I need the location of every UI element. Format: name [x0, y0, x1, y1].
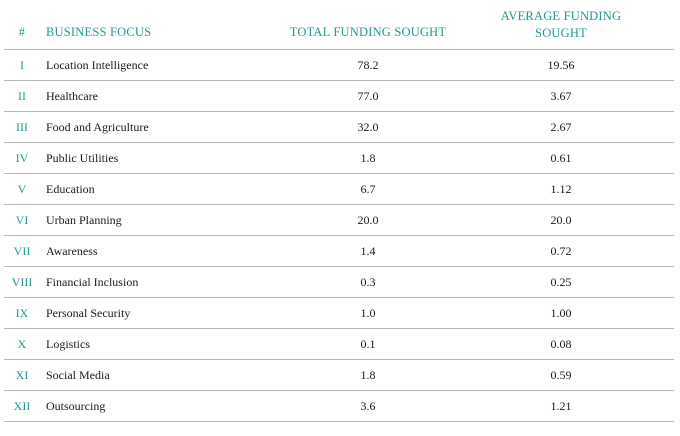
row-business-focus: Awareness	[46, 243, 98, 258]
table-row: IV Public Utilities 1.8 0.61	[4, 143, 674, 174]
row-business-focus: Healthcare	[46, 88, 98, 103]
row-average-funding: 2.67	[550, 119, 572, 134]
table-row: XII Outsourcing 3.6 1.21	[4, 391, 674, 422]
row-average-funding: 1.00	[550, 305, 572, 320]
table-row: V Education 6.7 1.12	[4, 174, 674, 205]
row-average-funding: 0.08	[550, 336, 572, 351]
row-business-focus: Financial Inclusion	[46, 274, 139, 289]
row-total-funding: 0.1	[360, 336, 376, 351]
table-row: VIII Financial Inclusion 0.3 0.25	[4, 267, 674, 298]
table-row: VII Awareness 1.4 0.72	[4, 236, 674, 267]
row-total-funding: 20.0	[357, 212, 379, 227]
row-number: VI	[15, 212, 29, 227]
header-average-line2: SOUGHT	[535, 25, 587, 40]
row-number: XI	[15, 367, 29, 382]
row-total-funding: 32.0	[357, 119, 379, 134]
row-average-funding: 0.59	[550, 367, 572, 382]
row-number: I	[20, 57, 24, 72]
row-number: VIII	[11, 274, 33, 289]
table-row: IX Personal Security 1.0 1.00	[4, 298, 674, 329]
row-average-funding: 0.72	[550, 243, 572, 258]
row-business-focus: Public Utilities	[46, 150, 119, 165]
table-row: III Food and Agriculture 32.0 2.67	[4, 112, 674, 143]
row-number: XII	[13, 398, 31, 413]
row-total-funding: 78.2	[357, 57, 379, 72]
row-business-focus: Urban Planning	[46, 212, 122, 227]
row-number: V	[17, 181, 27, 196]
row-average-funding: 3.67	[550, 88, 572, 103]
table-row: X Logistics 0.1 0.08	[4, 329, 674, 360]
row-business-focus: Logistics	[46, 336, 90, 351]
row-total-funding: 1.0	[360, 305, 376, 320]
header-business-focus: BUSINESS FOCUS	[46, 25, 152, 39]
row-business-focus: Outsourcing	[46, 398, 106, 413]
table-header-row: # BUSINESS FOCUS TOTAL FUNDING SOUGHT AV…	[4, 0, 674, 50]
row-average-funding: 1.21	[550, 398, 572, 413]
table-row: XI Social Media 1.8 0.59	[4, 360, 674, 391]
row-total-funding: 6.7	[360, 181, 376, 196]
row-number: X	[17, 336, 27, 351]
row-average-funding: 20.0	[550, 212, 572, 227]
row-average-funding: 0.25	[550, 274, 572, 289]
row-total-funding: 1.4	[360, 243, 376, 258]
header-number: #	[18, 25, 26, 39]
row-number: II	[18, 88, 26, 103]
row-average-funding: 1.12	[550, 181, 572, 196]
header-total-funding: TOTAL FUNDING SOUGHT	[289, 25, 447, 39]
row-business-focus: Social Media	[46, 367, 110, 382]
table-row: I Location Intelligence 78.2 19.56	[4, 50, 674, 81]
header-average-line1: AVERAGE FUNDING	[500, 8, 622, 23]
row-number: IV	[15, 150, 29, 165]
funding-table: # BUSINESS FOCUS TOTAL FUNDING SOUGHT AV…	[4, 0, 674, 422]
row-business-focus: Location Intelligence	[46, 57, 149, 72]
table-row: VI Urban Planning 20.0 20.0	[4, 205, 674, 236]
header-average-funding: AVERAGE FUNDING SOUGHT	[448, 8, 674, 42]
row-business-focus: Food and Agriculture	[46, 119, 149, 134]
row-total-funding: 3.6	[360, 398, 376, 413]
row-average-funding: 0.61	[550, 150, 572, 165]
row-number: IX	[15, 305, 29, 320]
row-total-funding: 77.0	[357, 88, 379, 103]
row-total-funding: 1.8	[360, 367, 376, 382]
row-total-funding: 1.8	[360, 150, 376, 165]
row-number: III	[16, 119, 28, 134]
table-row: II Healthcare 77.0 3.67	[4, 81, 674, 112]
row-average-funding: 19.56	[547, 57, 575, 72]
row-business-focus: Education	[46, 181, 95, 196]
row-number: VII	[13, 243, 31, 258]
row-total-funding: 0.3	[360, 274, 376, 289]
row-business-focus: Personal Security	[46, 305, 131, 320]
